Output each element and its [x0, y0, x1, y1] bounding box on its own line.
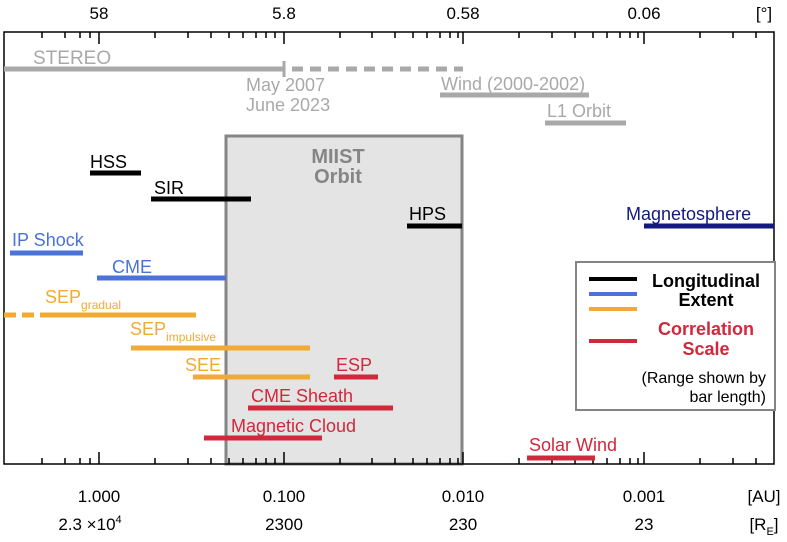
- re-unit-sub: E: [766, 526, 773, 538]
- magnetosphere-label: Magnetosphere: [626, 204, 751, 224]
- miist-label-line1: MIIST: [311, 146, 364, 168]
- esp-label: ESP: [336, 355, 372, 375]
- top-tick-label-0.58: 0.58: [446, 4, 479, 23]
- re-tick-label-first: 2.3 ×104: [58, 514, 121, 534]
- re-tick-first-base: 2.3 ×10: [58, 515, 115, 534]
- legend-note-line2: bar length): [690, 389, 767, 406]
- hss-label: HSS: [90, 152, 127, 172]
- magnetic-cloud-label: Magnetic Cloud: [231, 416, 356, 436]
- l1-orbit-label: L1 Orbit: [547, 101, 611, 121]
- top-tick-label-5.8: 5.8: [272, 4, 296, 23]
- sir-label: SIR: [154, 178, 184, 198]
- legend-box: [575, 261, 776, 411]
- re-tick-first-exponent: 4: [116, 514, 122, 526]
- au-tick-label-0.01: 0.010: [442, 487, 485, 506]
- stereo-label: STEREO: [33, 48, 111, 69]
- plot-frame: [3, 31, 775, 465]
- see-label: SEE: [185, 355, 221, 375]
- top-axis-unit: [°]: [756, 4, 772, 23]
- legend-extent: Extent: [678, 290, 733, 310]
- au-tick-label-1: 1.000: [78, 487, 121, 506]
- re-unit-base: [R: [749, 515, 766, 534]
- sep-gradual-label: SEPgradual: [45, 287, 121, 312]
- solar-wind-label: Solar Wind: [529, 435, 617, 455]
- re-tick-label-230: 230: [449, 515, 477, 534]
- stereo-date-line2: June 2023: [246, 95, 330, 115]
- re-tick-label-23: 23: [635, 515, 654, 534]
- cme-label: CME: [112, 257, 152, 277]
- au-axis-unit: [AU]: [747, 487, 780, 506]
- top-tick-label-58: 58: [90, 4, 109, 23]
- miist-label-line2: Orbit: [314, 166, 362, 188]
- top-tick-label-0.06: 0.06: [627, 4, 660, 23]
- re-tick-label-2300: 2300: [265, 515, 303, 534]
- sep-impulsive-base: SEP: [130, 319, 166, 339]
- top-axis-ticks: [41, 32, 757, 44]
- sep-gradual-sub: gradual: [81, 298, 121, 312]
- hps-label: HPS: [409, 204, 446, 224]
- legend-correlation: Correlation: [658, 319, 754, 339]
- sep-impulsive-sub: impulsive: [166, 330, 216, 344]
- wind-label: Wind (2000-2002): [441, 74, 585, 94]
- au-tick-label-0.1: 0.100: [263, 487, 306, 506]
- ip-shock-label: IP Shock: [12, 230, 85, 250]
- bottom-axis-ticks: [41, 452, 757, 464]
- cme-sheath-label: CME Sheath: [251, 386, 353, 406]
- stereo-date-line1: May 2007: [246, 75, 325, 95]
- legend-note-line1: (Range shown by: [641, 370, 766, 387]
- sep-gradual-base: SEP: [45, 287, 81, 307]
- au-tick-label-0.001: 0.001: [623, 487, 666, 506]
- legend-scale: Scale: [682, 339, 729, 359]
- re-unit-close: ]: [774, 515, 779, 534]
- re-axis-unit: [RE]: [749, 515, 778, 538]
- legend-longitudinal: Longitudinal: [652, 271, 760, 291]
- sep-impulsive-label: SEPimpulsive: [130, 319, 216, 344]
